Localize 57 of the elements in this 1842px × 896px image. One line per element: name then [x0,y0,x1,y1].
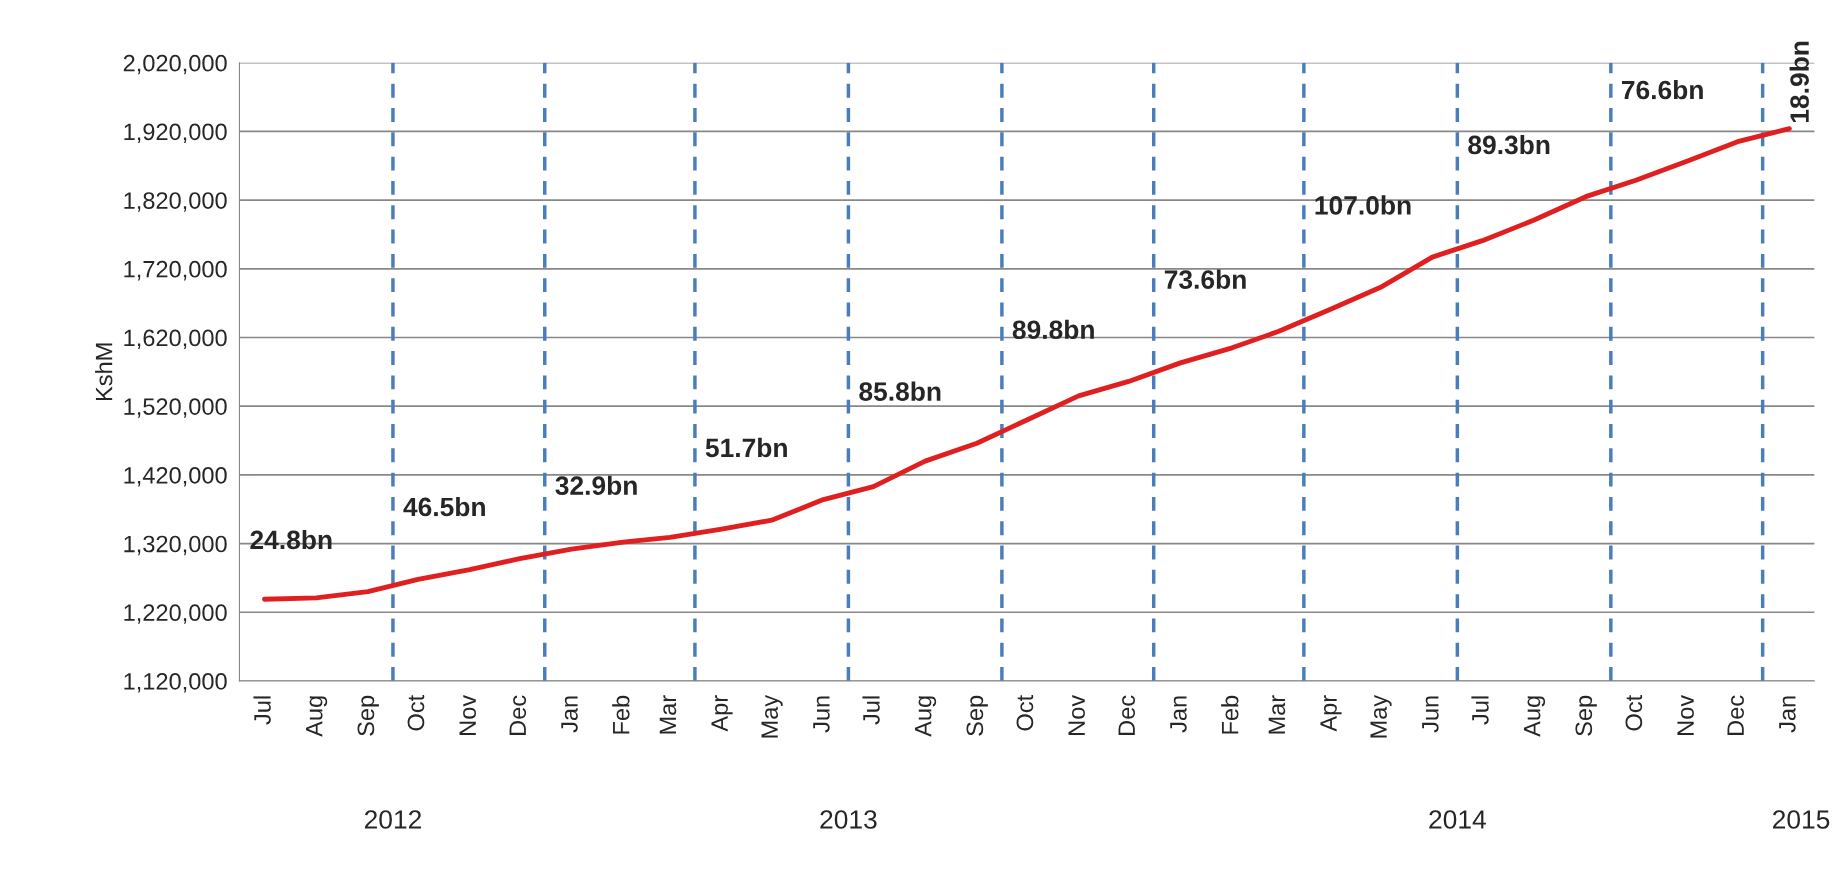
annotation: 24.8bn [250,529,332,550]
annotation: 73.6bn [1164,269,1246,289]
annotation: 89.3bn [1468,134,1550,155]
x-tick-label: Jan [1170,696,1187,733]
x2-tick-label: 2012 [364,810,421,829]
annotation: 51.7bn [705,437,787,458]
x-tick-label: Jun [1422,696,1439,733]
y-tick-label: 1,820,000 [124,192,227,212]
y-tick-label: 1,420,000 [124,466,227,487]
annotation: 32.9bn [555,475,637,496]
annotation: 85.8bn [859,381,941,401]
x-tick-label: Apr [1320,695,1342,732]
x-tick-label: May [1370,694,1392,738]
y-tick-label: 1,120,000 [124,673,227,693]
y-tick-label: 1,920,000 [124,123,227,143]
x2-tick-label: 2013 [820,810,877,829]
x-tick-label: Feb [612,695,630,734]
x-tick-label: Mar [1268,695,1286,734]
x-tick-label: Dec [509,695,527,735]
y-tick-label: 1,220,000 [124,604,227,624]
x-tick-label: Oct [1625,695,1643,731]
x-tick-label: Aug [915,696,937,737]
x2-tick-label: 2014 [1429,810,1486,829]
x-tick-label: Nov [1068,694,1085,735]
x-tick-label: Aug [306,696,328,737]
y-tick-label: 1,320,000 [124,535,227,556]
x-tick-label: Aug [1523,696,1546,737]
x-tick-label: Jan [1779,696,1796,733]
annotation: 107.0bn [1315,195,1411,215]
x-tick-label: Jul [862,696,880,725]
x-tick-label: Dec [1118,695,1136,735]
x-tick-label: Oct [1016,695,1034,731]
x-tick-label: Apr [711,695,733,732]
x-tick-label: May [761,694,783,738]
annotation: 46.5bn [403,496,485,517]
x-tick-label: Mar [659,695,677,734]
x-tick-label: Jul [1471,696,1489,725]
x-tick-label: Dec [1727,695,1744,735]
x-tick-label: Oct [407,695,425,731]
y-tick-label: 1,620,000 [124,329,227,350]
y-tick-label: 2,020,000 [123,54,227,75]
x-tick-label: Sep [1575,695,1597,736]
x-tick-label: Nov [459,694,477,735]
annotation: 18.9bn [1789,41,1809,123]
x-tick-label: Sep [966,695,988,736]
x-tick-label: Jul [253,696,271,725]
x-tick-label: Jan [561,696,578,733]
y-axis-title: KshM [95,343,113,401]
x2-tick-label: 2015 [1773,810,1830,829]
x-tick-label: Sep [357,695,379,736]
annotation: 76.6bn [1621,79,1703,100]
x-tick-label: Nov [1677,694,1694,735]
annotation: 89.8bn [1012,319,1094,340]
x-tick-label: Feb [1221,695,1239,734]
x-tick-label: Jun [813,696,830,733]
y-tick-label: 1,720,000 [124,260,227,281]
y-tick-label: 1,520,000 [124,398,227,418]
